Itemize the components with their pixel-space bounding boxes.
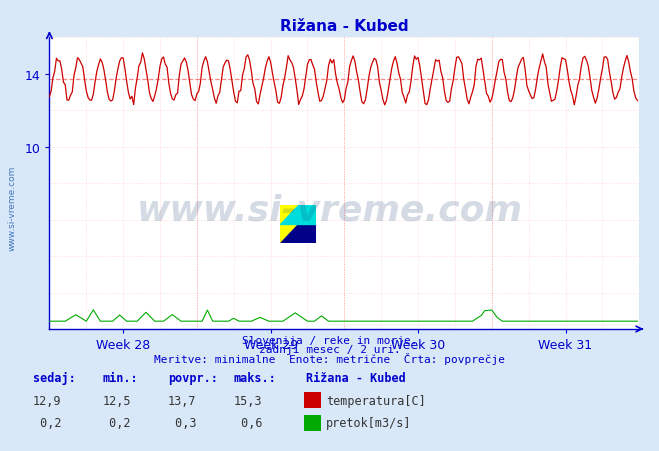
Text: maks.:: maks.:	[234, 371, 277, 384]
Text: 13,7: 13,7	[168, 394, 196, 407]
Polygon shape	[280, 205, 316, 224]
Text: min.:: min.:	[102, 371, 138, 384]
Text: sedaj:: sedaj:	[33, 371, 76, 384]
Text: povpr.:: povpr.:	[168, 371, 218, 384]
Text: www.si-vreme.com: www.si-vreme.com	[8, 165, 17, 250]
Text: pretok[m3/s]: pretok[m3/s]	[326, 416, 412, 429]
Text: Slovenija / reke in morje.: Slovenija / reke in morje.	[242, 335, 417, 345]
Text: 12,5: 12,5	[102, 394, 130, 407]
Text: 0,3: 0,3	[168, 416, 196, 429]
Polygon shape	[280, 205, 316, 244]
Text: 12,9: 12,9	[33, 394, 61, 407]
Text: 15,3: 15,3	[234, 394, 262, 407]
Text: zadnji mesec / 2 uri.: zadnji mesec / 2 uri.	[258, 345, 401, 354]
Polygon shape	[280, 205, 316, 244]
Text: 0,2: 0,2	[102, 416, 130, 429]
Text: www.si-vreme.com: www.si-vreme.com	[136, 193, 523, 227]
Title: Rižana - Kubed: Rižana - Kubed	[280, 19, 409, 34]
Text: temperatura[C]: temperatura[C]	[326, 394, 426, 407]
Text: 0,2: 0,2	[33, 416, 61, 429]
Text: Rižana - Kubed: Rižana - Kubed	[306, 371, 406, 384]
Text: 0,6: 0,6	[234, 416, 262, 429]
Text: Meritve: minimalne  Enote: metrične  Črta: povprečje: Meritve: minimalne Enote: metrične Črta:…	[154, 352, 505, 364]
